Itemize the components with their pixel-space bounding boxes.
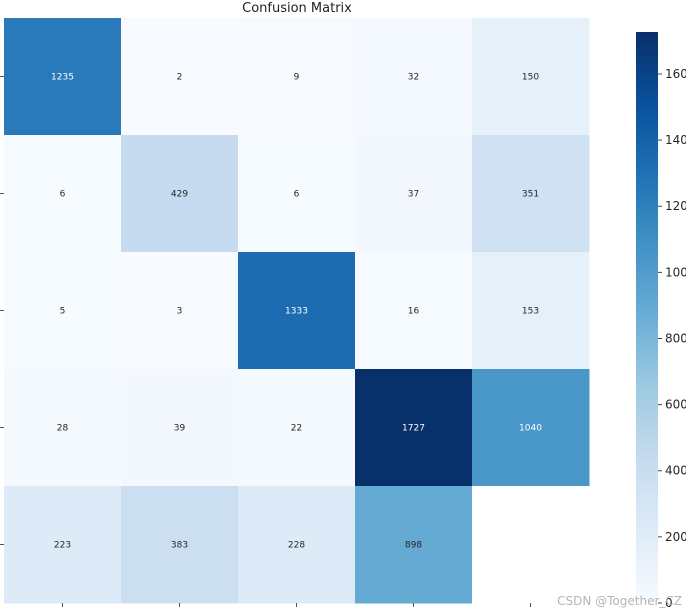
colorbar-gradient: [636, 32, 658, 603]
cell-value-label: 32: [408, 73, 419, 83]
heatmap-cell: [355, 252, 473, 370]
heatmap-cell: [472, 135, 590, 253]
cell-value-label: 39: [174, 424, 186, 434]
cell-value-label: 5: [60, 307, 66, 317]
cell-value-label: 6: [60, 190, 66, 200]
cell-value-label: 28: [57, 424, 69, 434]
heatmap-cell: [121, 252, 239, 370]
colorbar-tick-label: 1400: [665, 133, 686, 147]
heatmap-cell: [238, 252, 356, 370]
heatmap-cell: [4, 369, 122, 487]
cell-value-label: 1040: [519, 424, 542, 434]
colorbar-tick-label: 1200: [665, 199, 686, 213]
heatmap-cell: [121, 18, 239, 136]
cell-value-label: 1333: [285, 307, 308, 317]
colorbar-tick-label: 600: [665, 398, 686, 412]
cell-value-label: 16: [408, 307, 420, 317]
heatmap-cell: [4, 486, 122, 604]
heatmap-cell: [4, 18, 122, 136]
colorbar-tick-label: 400: [665, 464, 686, 478]
heatmap-cell: [238, 135, 356, 253]
cell-value-label: 9: [294, 73, 300, 83]
colorbar-tick-label: 0: [665, 596, 673, 610]
heatmap-cell: [472, 369, 590, 487]
cell-value-label: 898: [405, 541, 422, 551]
heatmap-cell: [121, 486, 239, 604]
colorbar: 0 200 400 600 800 1000 1200 1400 1600: [636, 32, 686, 610]
heatmap-cells: 1235 2 9 32 150 6 429 6 37 351 5 3 1333 16 153 28 39 22 17…: [4, 18, 590, 604]
watermark: CSDN @Together_CZ: [557, 594, 682, 608]
heatmap-cell: [238, 18, 356, 136]
cell-value-label: 22: [291, 424, 302, 434]
cell-value-label: 1727: [402, 424, 425, 434]
heatmap-cell: [355, 18, 473, 136]
heatmap-cell-empty: [472, 486, 589, 603]
heatmap-cell: [121, 369, 239, 487]
cell-value-label: 429: [171, 190, 188, 200]
heatmap-cell: [355, 135, 473, 253]
heatmap-cell: [4, 252, 122, 370]
colorbar-tick-label: 1000: [665, 265, 686, 279]
y-axis-ticks: [0, 76, 4, 545]
cell-value-label: 1235: [51, 73, 74, 83]
heatmap-cell: [355, 486, 473, 604]
colorbar-tick-label: 200: [665, 530, 686, 544]
chart-title: Confusion Matrix: [242, 1, 352, 16]
cell-value-label: 383: [171, 541, 188, 551]
cell-value-label: 2: [177, 73, 183, 83]
x-axis-ticks: [62, 603, 531, 607]
heatmap-cell: [472, 252, 590, 370]
cell-value-label: 223: [54, 541, 71, 551]
heatmap-cell: [4, 135, 122, 253]
cell-value-label: 37: [408, 190, 419, 200]
heatmap-cell: [238, 486, 356, 604]
heatmap-cell: [472, 18, 590, 136]
cell-value-label: 153: [522, 307, 539, 317]
cell-value-label: 3: [177, 307, 183, 317]
cell-value-label: 6: [294, 190, 300, 200]
colorbar-tick-label: 800: [665, 331, 686, 345]
colorbar-tick-label: 1600: [665, 67, 686, 81]
heatmap-cell: [355, 369, 473, 487]
heatmap-cell: [238, 369, 356, 487]
heatmap-cell: [121, 135, 239, 253]
cell-value-label: 351: [522, 190, 539, 200]
cell-value-label: 150: [522, 73, 539, 83]
cell-value-label: 228: [288, 541, 305, 551]
